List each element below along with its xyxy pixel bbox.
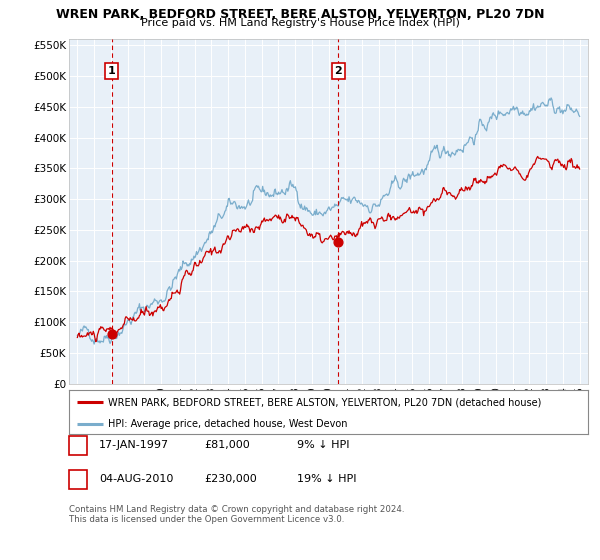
Point <box>334 237 343 246</box>
Text: HPI: Average price, detached house, West Devon: HPI: Average price, detached house, West… <box>108 419 347 430</box>
Text: This data is licensed under the Open Government Licence v3.0.: This data is licensed under the Open Gov… <box>69 515 344 524</box>
Text: £81,000: £81,000 <box>204 440 250 450</box>
Text: 1: 1 <box>74 438 82 452</box>
Text: 04-AUG-2010: 04-AUG-2010 <box>99 474 173 484</box>
Text: 1: 1 <box>107 66 115 76</box>
Text: 2: 2 <box>74 472 82 486</box>
Text: 9% ↓ HPI: 9% ↓ HPI <box>297 440 349 450</box>
Text: Price paid vs. HM Land Registry's House Price Index (HPI): Price paid vs. HM Land Registry's House … <box>140 18 460 29</box>
Text: Contains HM Land Registry data © Crown copyright and database right 2024.: Contains HM Land Registry data © Crown c… <box>69 505 404 514</box>
Text: WREN PARK, BEDFORD STREET, BERE ALSTON, YELVERTON, PL20 7DN (detached house): WREN PARK, BEDFORD STREET, BERE ALSTON, … <box>108 397 541 407</box>
Point <box>107 329 116 338</box>
Text: 17-JAN-1997: 17-JAN-1997 <box>99 440 169 450</box>
Text: 19% ↓ HPI: 19% ↓ HPI <box>297 474 356 484</box>
Text: 2: 2 <box>334 66 342 76</box>
Text: WREN PARK, BEDFORD STREET, BERE ALSTON, YELVERTON, PL20 7DN: WREN PARK, BEDFORD STREET, BERE ALSTON, … <box>56 8 544 21</box>
Text: £230,000: £230,000 <box>204 474 257 484</box>
